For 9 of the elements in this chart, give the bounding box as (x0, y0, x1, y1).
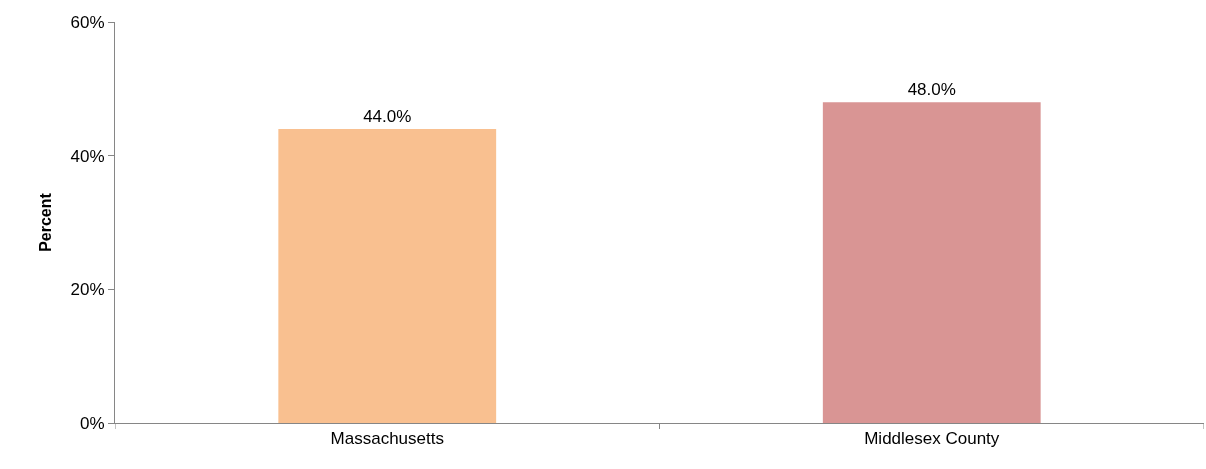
data-label: 48.0% (907, 80, 956, 100)
x-tick-label: Middlesex County (864, 429, 1000, 449)
y-tick-label: 60% (70, 12, 105, 32)
data-label: 44.0% (363, 106, 412, 126)
y-tick-label: 0% (80, 413, 105, 433)
y-axis-title: Percent (37, 192, 55, 252)
y-tick-label: 20% (70, 280, 105, 300)
y-tick-label: 40% (70, 146, 105, 166)
x-tick-label: Massachusetts (330, 429, 444, 449)
